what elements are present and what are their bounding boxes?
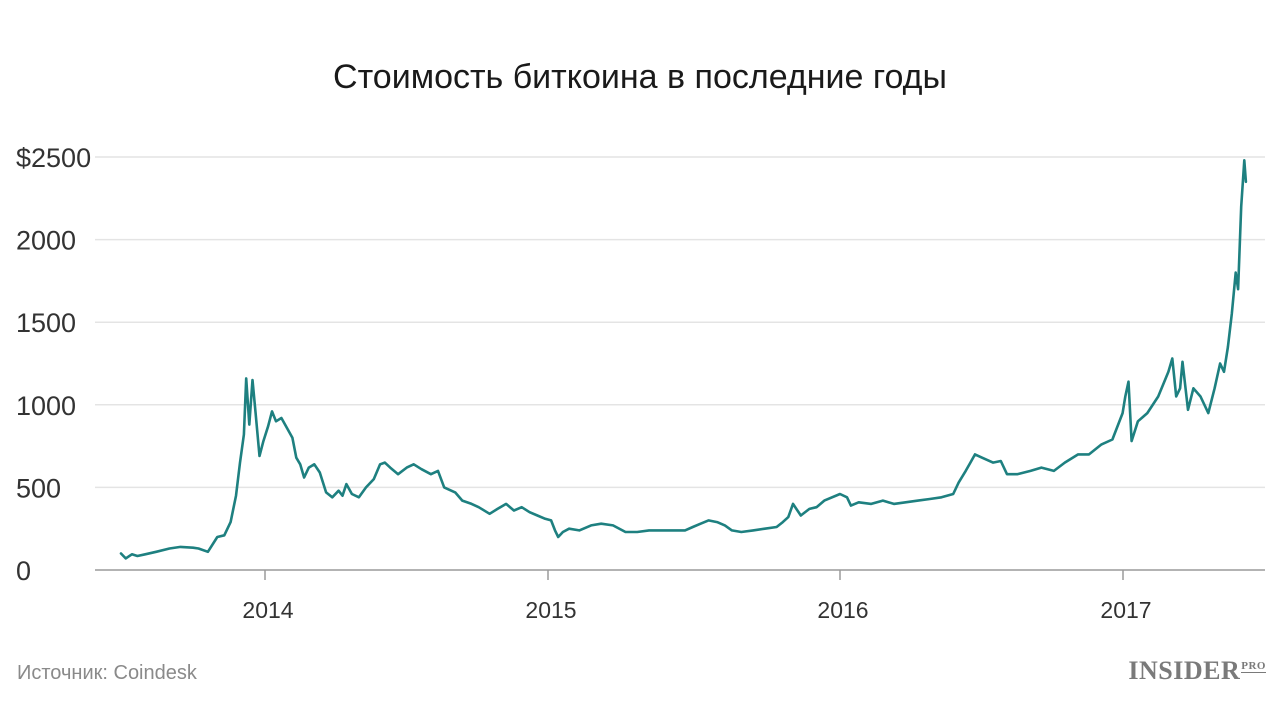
y-tick-label-2500: $2500 bbox=[16, 143, 91, 173]
brand-logo: INSIDERPRO bbox=[1128, 656, 1266, 686]
series-line-bitcoin-price bbox=[119, 159, 1248, 560]
series-layer bbox=[119, 159, 1248, 560]
chart-title: Стоимость биткоина в последние годы bbox=[333, 58, 947, 96]
y-tick-label-0: 0 bbox=[16, 556, 31, 586]
y-tick-label-2000: 2000 bbox=[16, 226, 76, 256]
x-tick-label-2015: 2015 bbox=[525, 597, 576, 623]
x-tick-label-2014: 2014 bbox=[242, 597, 293, 623]
x-tick-label-2017: 2017 bbox=[1100, 597, 1151, 623]
source-note: Источник: Coindesk bbox=[17, 662, 197, 684]
grid-lines bbox=[95, 156, 1265, 489]
x-axis-ticks: 2014 2015 2016 2017 bbox=[242, 570, 1152, 623]
brand-logo-badge: PRO bbox=[1241, 660, 1266, 674]
y-tick-label-1000: 1000 bbox=[16, 391, 76, 421]
y-tick-label-500: 500 bbox=[16, 473, 61, 503]
brand-logo-text: INSIDER bbox=[1128, 656, 1241, 685]
y-tick-label-1500: 1500 bbox=[16, 308, 76, 338]
y-axis-ticks: 0 500 1000 1500 2000 $2500 bbox=[16, 143, 91, 586]
x-tick-label-2016: 2016 bbox=[817, 597, 868, 623]
